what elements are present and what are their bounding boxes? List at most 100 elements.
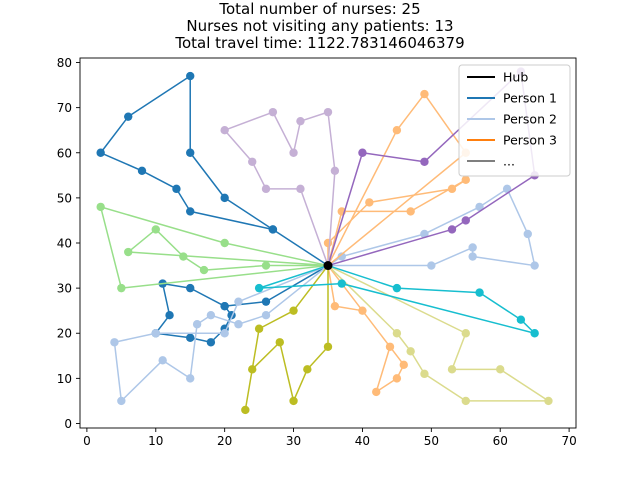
patient-point: [372, 387, 381, 397]
patient-point: [124, 247, 133, 257]
patient-point: [172, 184, 181, 194]
patient-point: [186, 333, 195, 342]
route-line: [155, 264, 329, 344]
route-line: [223, 111, 336, 266]
patient-point: [158, 356, 167, 365]
legend-item: ...: [467, 154, 515, 169]
patient-point: [234, 297, 243, 306]
x-tick-label: 60: [493, 434, 508, 448]
hub-point: [323, 261, 333, 271]
chart-title-line-2: Nurses not visiting any patients: 13: [186, 17, 454, 35]
hub-layer: [323, 261, 333, 271]
patient-point: [475, 202, 484, 212]
patient-point: [420, 229, 429, 239]
patient-point: [268, 225, 278, 234]
patient-point: [192, 320, 202, 329]
patient-point: [516, 315, 526, 324]
patient-point: [337, 252, 346, 261]
x-tick-label: 20: [217, 434, 232, 448]
patient-point: [544, 396, 553, 406]
patient-point: [358, 148, 367, 157]
patient-point: [117, 396, 126, 406]
patient-point: [220, 193, 229, 203]
route-13: [327, 264, 553, 406]
patient-point: [220, 238, 229, 248]
y-tick-label: 70: [57, 101, 72, 115]
route-line: [99, 75, 329, 267]
patient-point: [96, 202, 105, 212]
route-9: [96, 202, 329, 293]
patient-point: [406, 207, 415, 216]
patient-point: [137, 166, 147, 176]
patient-point: [330, 301, 340, 311]
y-tick-label: 20: [57, 327, 72, 341]
patient-point: [530, 329, 539, 338]
route-line: [127, 228, 329, 271]
y-tick-label: 0: [64, 417, 72, 431]
patient-point: [392, 283, 402, 293]
patient-point: [186, 148, 195, 157]
patient-point: [461, 175, 470, 185]
legend-item: Hub: [467, 70, 528, 85]
patient-point: [447, 184, 457, 194]
patient-point: [248, 365, 257, 374]
patient-point: [530, 261, 539, 270]
patient-point: [392, 125, 402, 135]
legend-label: ...: [503, 154, 515, 169]
patient-point: [420, 89, 429, 99]
patient-point: [261, 261, 271, 270]
x-tick-label: 10: [148, 434, 163, 448]
routes-layer: [96, 67, 553, 415]
route-2: [151, 264, 329, 347]
patient-point: [261, 297, 271, 306]
legend-box: [458, 64, 571, 177]
patient-point: [241, 405, 250, 415]
patient-point: [96, 148, 105, 157]
patient-point: [337, 279, 346, 288]
y-tick-label: 50: [57, 191, 72, 205]
x-tick-label: 50: [424, 434, 439, 448]
patient-point: [468, 243, 477, 252]
patient-point: [461, 329, 470, 338]
patient-point: [289, 148, 298, 157]
patient-point: [124, 112, 133, 121]
route-line: [327, 93, 467, 267]
legend-label: Person 3: [503, 133, 557, 148]
patient-point: [447, 365, 457, 374]
patient-point: [303, 365, 312, 374]
patient-point: [289, 306, 298, 315]
y-tick-label: 40: [57, 237, 72, 251]
patient-point: [254, 324, 264, 333]
patient-point: [330, 166, 340, 176]
legend-item: Person 3: [467, 133, 557, 148]
patient-point: [206, 338, 216, 347]
legend-label: Hub: [503, 70, 528, 85]
patient-point: [220, 301, 229, 311]
route-line: [258, 264, 536, 334]
patient-point: [261, 184, 271, 194]
patient-point: [289, 396, 298, 406]
patient-point: [151, 329, 160, 338]
patient-point: [186, 71, 195, 81]
patient-point: [220, 329, 229, 338]
patient-point: [117, 283, 126, 293]
patient-point: [220, 125, 229, 135]
patient-point: [186, 207, 195, 216]
patient-point: [323, 107, 333, 117]
route-4: [327, 184, 539, 270]
route-8: [124, 225, 329, 275]
route-3: [110, 264, 329, 406]
patient-point: [358, 306, 367, 315]
route-line: [327, 264, 550, 402]
patient-point: [261, 310, 271, 320]
patient-point: [110, 338, 119, 347]
patient-point: [296, 184, 305, 194]
y-tick-label: 80: [57, 56, 72, 70]
route-11: [220, 107, 340, 266]
patient-point: [186, 283, 195, 293]
patient-point: [151, 225, 160, 234]
y-tick-label: 10: [57, 372, 72, 386]
patient-point: [392, 374, 402, 383]
patient-point: [323, 238, 333, 248]
